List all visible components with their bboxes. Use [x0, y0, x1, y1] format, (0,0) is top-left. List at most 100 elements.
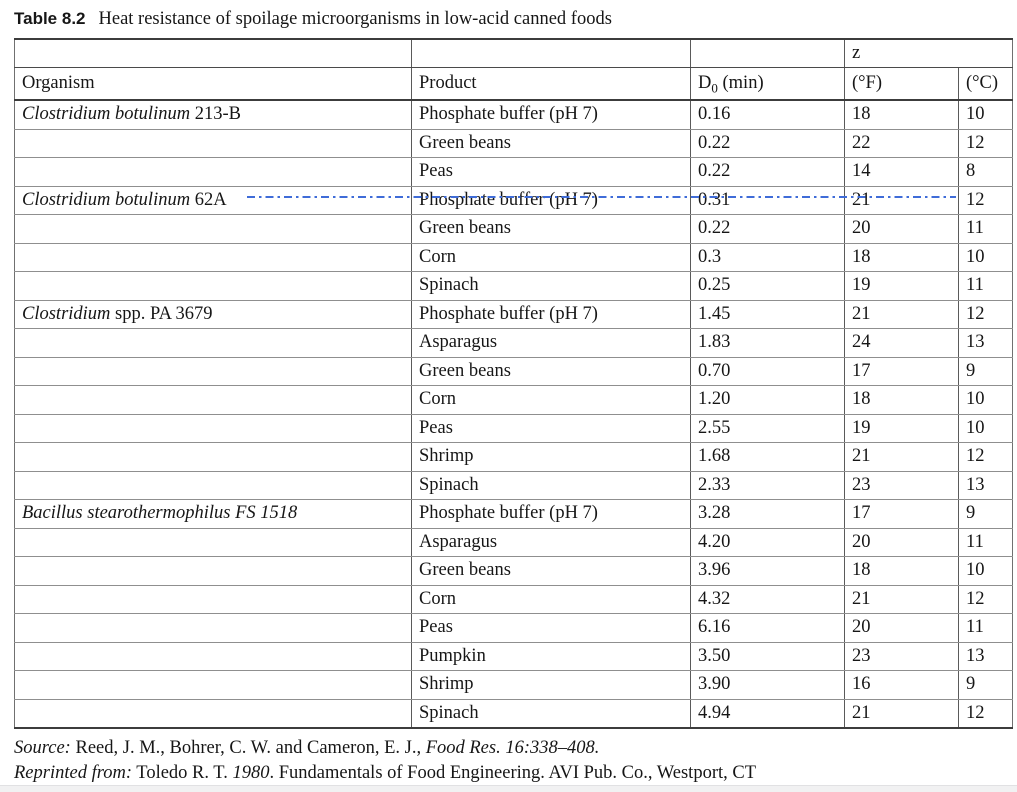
page-bottom-edge [0, 785, 1017, 792]
table-row: Clostridium spp. PA 3679 Phosphate buffer… [14, 300, 1013, 329]
d0-column-header: D0 (min) [690, 67, 845, 101]
z-c-cell: 10 [958, 556, 1013, 586]
d0-cell: 0.31 [690, 186, 845, 215]
column-header-row: Organism Product D0 (min) (°F) (°C) [14, 67, 1013, 101]
organism-cell [14, 357, 412, 386]
table-row: Shrimp 1.68 21 12 [14, 442, 1013, 472]
z-c-cell: 11 [958, 271, 1013, 301]
heat-resistance-table: z Organism Product D0 (min) (°F) (°C) Cl… [14, 38, 1013, 729]
z-f-cell: 20 [844, 214, 959, 244]
z-c-cell: 10 [958, 243, 1013, 272]
organism-cell [14, 414, 412, 443]
d0-cell: 3.90 [690, 670, 845, 700]
product-cell: Green beans [411, 556, 691, 586]
d0-cell: 3.28 [690, 499, 845, 529]
z-c-cell: 10 [958, 385, 1013, 415]
z-group-header: z [844, 39, 1013, 68]
organism-cell: Clostridium spp. PA 3679 [14, 300, 412, 329]
product-cell: Corn [411, 585, 691, 614]
table-row: Pumpkin 3.50 23 13 [14, 642, 1013, 671]
organism-cell [14, 214, 412, 244]
z-f-cell: 20 [844, 613, 959, 643]
d0-cell: 1.68 [690, 442, 845, 472]
product-cell: Phosphate buffer (pH 7) [411, 300, 691, 329]
product-cell: Peas [411, 414, 691, 443]
organism-cell [14, 528, 412, 557]
z-f-cell: 18 [844, 100, 959, 130]
product-cell: Spinach [411, 471, 691, 500]
table-row: Spinach 0.25 19 11 [14, 271, 1013, 301]
empty-header-cell [690, 39, 845, 68]
organism-cell [14, 642, 412, 671]
empty-header-cell [411, 39, 691, 68]
product-cell: Corn [411, 243, 691, 272]
table-row: Green beans 3.96 18 10 [14, 556, 1013, 586]
table-row: Clostridium botulinum 213-B Phosphate buf… [14, 100, 1013, 130]
z-f-cell: 23 [844, 642, 959, 671]
d0-cell: 4.94 [690, 699, 845, 729]
d0-cell: 4.20 [690, 528, 845, 557]
z-c-cell: 8 [958, 157, 1013, 187]
organism-cell [14, 699, 412, 729]
z-f-cell: 17 [844, 499, 959, 529]
z-c-cell: 13 [958, 471, 1013, 500]
d0-cell: 2.55 [690, 414, 845, 443]
d0-cell: 0.3 [690, 243, 845, 272]
organism-cell [14, 585, 412, 614]
product-column-header: Product [411, 67, 691, 101]
z-f-cell: 21 [844, 585, 959, 614]
dash-dot-annotation-line [247, 196, 956, 198]
product-cell: Corn [411, 385, 691, 415]
d0-cell: 1.20 [690, 385, 845, 415]
z-f-cell: 19 [844, 414, 959, 443]
z-f-cell: 21 [844, 442, 959, 472]
z-c-cell: 12 [958, 442, 1013, 472]
table-row: Asparagus 4.20 20 11 [14, 528, 1013, 557]
z-c-cell: 13 [958, 328, 1013, 358]
z-f-cell: 22 [844, 129, 959, 158]
d0-cell: 3.50 [690, 642, 845, 671]
organism-cell [14, 157, 412, 187]
z-c-cell: 11 [958, 214, 1013, 244]
product-cell: Pumpkin [411, 642, 691, 671]
z-f-cell: 23 [844, 471, 959, 500]
organism-cell [14, 243, 412, 272]
organism-cell [14, 471, 412, 500]
z-celsius-column-header: (°C) [958, 67, 1013, 101]
product-cell: Phosphate buffer (pH 7) [411, 186, 691, 215]
product-cell: Spinach [411, 699, 691, 729]
d0-cell: 0.25 [690, 271, 845, 301]
organism-cell [14, 556, 412, 586]
product-cell: Phosphate buffer (pH 7) [411, 100, 691, 130]
d0-cell: 3.96 [690, 556, 845, 586]
z-c-cell: 12 [958, 186, 1013, 215]
z-f-cell: 18 [844, 243, 959, 272]
d0-cell: 1.45 [690, 300, 845, 329]
table-caption: Table 8.2 Heat resistance of spoilage mic… [14, 9, 1017, 33]
product-cell: Spinach [411, 271, 691, 301]
z-f-cell: 18 [844, 385, 959, 415]
z-c-cell: 9 [958, 670, 1013, 700]
table-row: Bacillus stearothermophilus FS 1518 Phosp… [14, 499, 1013, 529]
z-c-cell: 13 [958, 642, 1013, 671]
d0-cell: 1.83 [690, 328, 845, 358]
product-cell: Shrimp [411, 442, 691, 472]
d0-cell: 0.16 [690, 100, 845, 130]
z-f-cell: 21 [844, 186, 959, 215]
z-f-cell: 24 [844, 328, 959, 358]
product-cell: Asparagus [411, 528, 691, 557]
z-f-cell: 16 [844, 670, 959, 700]
table-row: Corn 4.32 21 12 [14, 585, 1013, 614]
organism-cell: Clostridium botulinum 213-B [14, 100, 412, 130]
z-f-cell: 21 [844, 699, 959, 729]
table-number-label: Table 8.2 [14, 9, 86, 28]
table-row: Green beans 0.70 17 9 [14, 357, 1013, 386]
table-footnotes: Source: Reed, J. M., Bohrer, C. W. and C… [14, 736, 1017, 786]
organism-column-header: Organism [14, 67, 412, 101]
z-f-cell: 19 [844, 271, 959, 301]
organism-cell [14, 271, 412, 301]
z-f-cell: 21 [844, 300, 959, 329]
reprint-line: Reprinted from: Toledo R. T. 1980. Funda… [14, 763, 757, 783]
z-c-cell: 12 [958, 585, 1013, 614]
d0-cell: 4.32 [690, 585, 845, 614]
